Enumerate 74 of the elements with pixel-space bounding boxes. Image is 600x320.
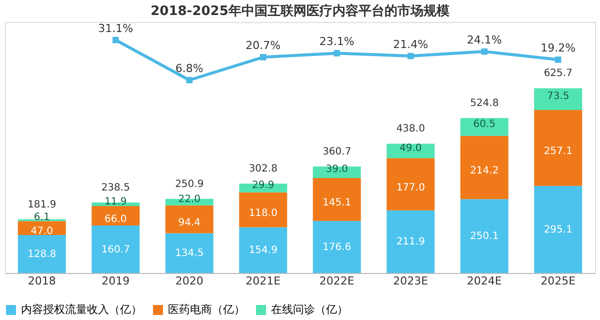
data-label: 177.0 (396, 182, 425, 194)
data-label: 47.0 (30, 226, 54, 238)
x-tick-label: 2018 (28, 274, 56, 288)
legend-label: 在线问诊（亿） (271, 303, 348, 316)
bar (312, 166, 361, 178)
bar (386, 210, 435, 273)
bar (534, 88, 582, 110)
bar (92, 226, 140, 273)
chart-title: 2018-2025年中国互联网医疗内容平台的市场规模 (150, 3, 450, 19)
x-tick-label: 2023E (393, 274, 428, 288)
bar (460, 199, 508, 273)
bar (460, 136, 508, 200)
total-label: 438.0 (396, 124, 425, 135)
bar (312, 220, 361, 273)
legend-label: 内容授权流量收入（亿） (21, 303, 142, 316)
point (186, 76, 193, 84)
data-label: 257.1 (544, 146, 572, 157)
data-label: 29.9 (252, 180, 274, 191)
bar (534, 186, 582, 273)
bar (386, 158, 435, 210)
data-label: 31.1% (98, 22, 134, 35)
point (112, 36, 119, 44)
data-label: 94.4 (178, 217, 201, 228)
bar (18, 221, 66, 235)
data-label: 250.1 (470, 231, 499, 242)
data-label: 60.5 (473, 118, 496, 130)
total-label: 360.7 (322, 146, 352, 158)
point (260, 54, 266, 60)
data-label: 24.1% (466, 34, 502, 47)
x-tick-label: 2024E (466, 274, 502, 288)
data-label: 66.0 (104, 214, 127, 225)
bar (239, 192, 288, 228)
data-label: 128.8 (28, 248, 56, 260)
data-label: 145.1 (322, 197, 352, 208)
total-label: 181.9 (28, 199, 56, 210)
data-label: 211.9 (396, 236, 425, 248)
data-label: 214.2 (470, 166, 499, 177)
x-tick-label: 2021E (246, 274, 281, 288)
data-label: 295.1 (544, 224, 572, 236)
bar (460, 118, 508, 136)
data-label: 49.0 (399, 142, 422, 154)
x-tick-label: 2019 (102, 274, 130, 288)
x-tick-label: 2022E (319, 274, 354, 288)
data-label: 19.2% (540, 42, 576, 55)
bar (239, 227, 288, 273)
point (407, 52, 414, 60)
legend-label: 医药电商（亿） (168, 303, 245, 316)
total-label: 625.7 (544, 68, 572, 80)
x-tick-label: 2020 (175, 274, 204, 288)
bar (92, 206, 140, 226)
data-label: 21.4% (393, 38, 428, 52)
data-label: 39.0 (326, 164, 348, 176)
x-tick-label: 2025E (540, 274, 576, 288)
data-label: 154.9 (248, 245, 278, 256)
data-label: 23.1% (319, 35, 354, 48)
data-label: 6.8% (175, 62, 204, 76)
total-label: 238.5 (101, 182, 130, 194)
point (481, 48, 488, 55)
total-label: 302.8 (248, 164, 278, 175)
data-label: 20.7% (246, 39, 281, 52)
data-label: 118.0 (248, 208, 278, 219)
data-label: 73.5 (546, 91, 570, 102)
point (554, 56, 562, 63)
bar (165, 233, 214, 273)
bar (18, 234, 66, 273)
data-label: 160.7 (101, 244, 130, 256)
bar (534, 110, 582, 186)
data-label: 134.5 (175, 248, 204, 260)
data-label: 176.6 (322, 242, 352, 253)
total-label: 250.9 (175, 178, 204, 190)
bar (165, 205, 214, 234)
bar (312, 178, 361, 221)
total-label: 524.8 (470, 98, 499, 110)
point (334, 50, 340, 56)
